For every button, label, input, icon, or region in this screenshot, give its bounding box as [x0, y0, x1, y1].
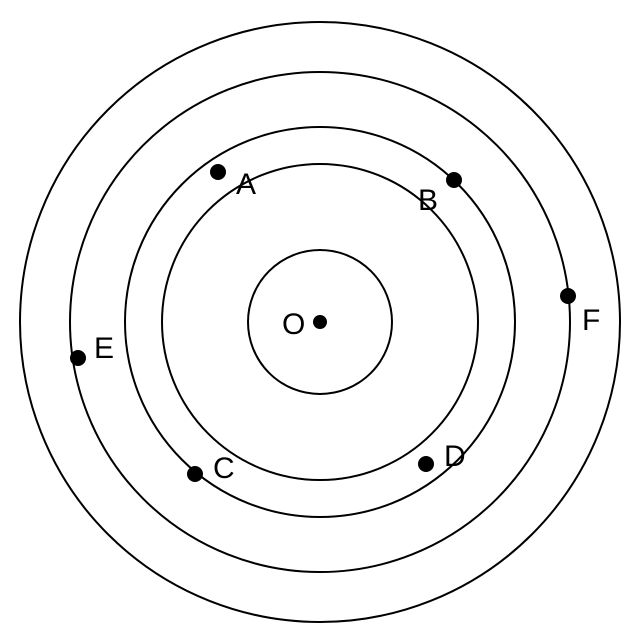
label-B: B	[418, 184, 438, 217]
point-O	[313, 315, 327, 329]
point-F	[560, 288, 576, 304]
label-D: D	[444, 440, 466, 473]
point-E	[70, 350, 86, 366]
point-B	[446, 172, 462, 188]
point-D	[418, 456, 434, 472]
point-A	[210, 164, 226, 180]
label-E: E	[94, 332, 114, 365]
label-C: C	[213, 452, 235, 485]
label-A: A	[236, 168, 256, 201]
label-F: F	[582, 304, 600, 337]
concentric-circles-diagram: O A B C D E F	[0, 0, 640, 643]
label-O: O	[282, 308, 305, 341]
point-C	[187, 466, 203, 482]
